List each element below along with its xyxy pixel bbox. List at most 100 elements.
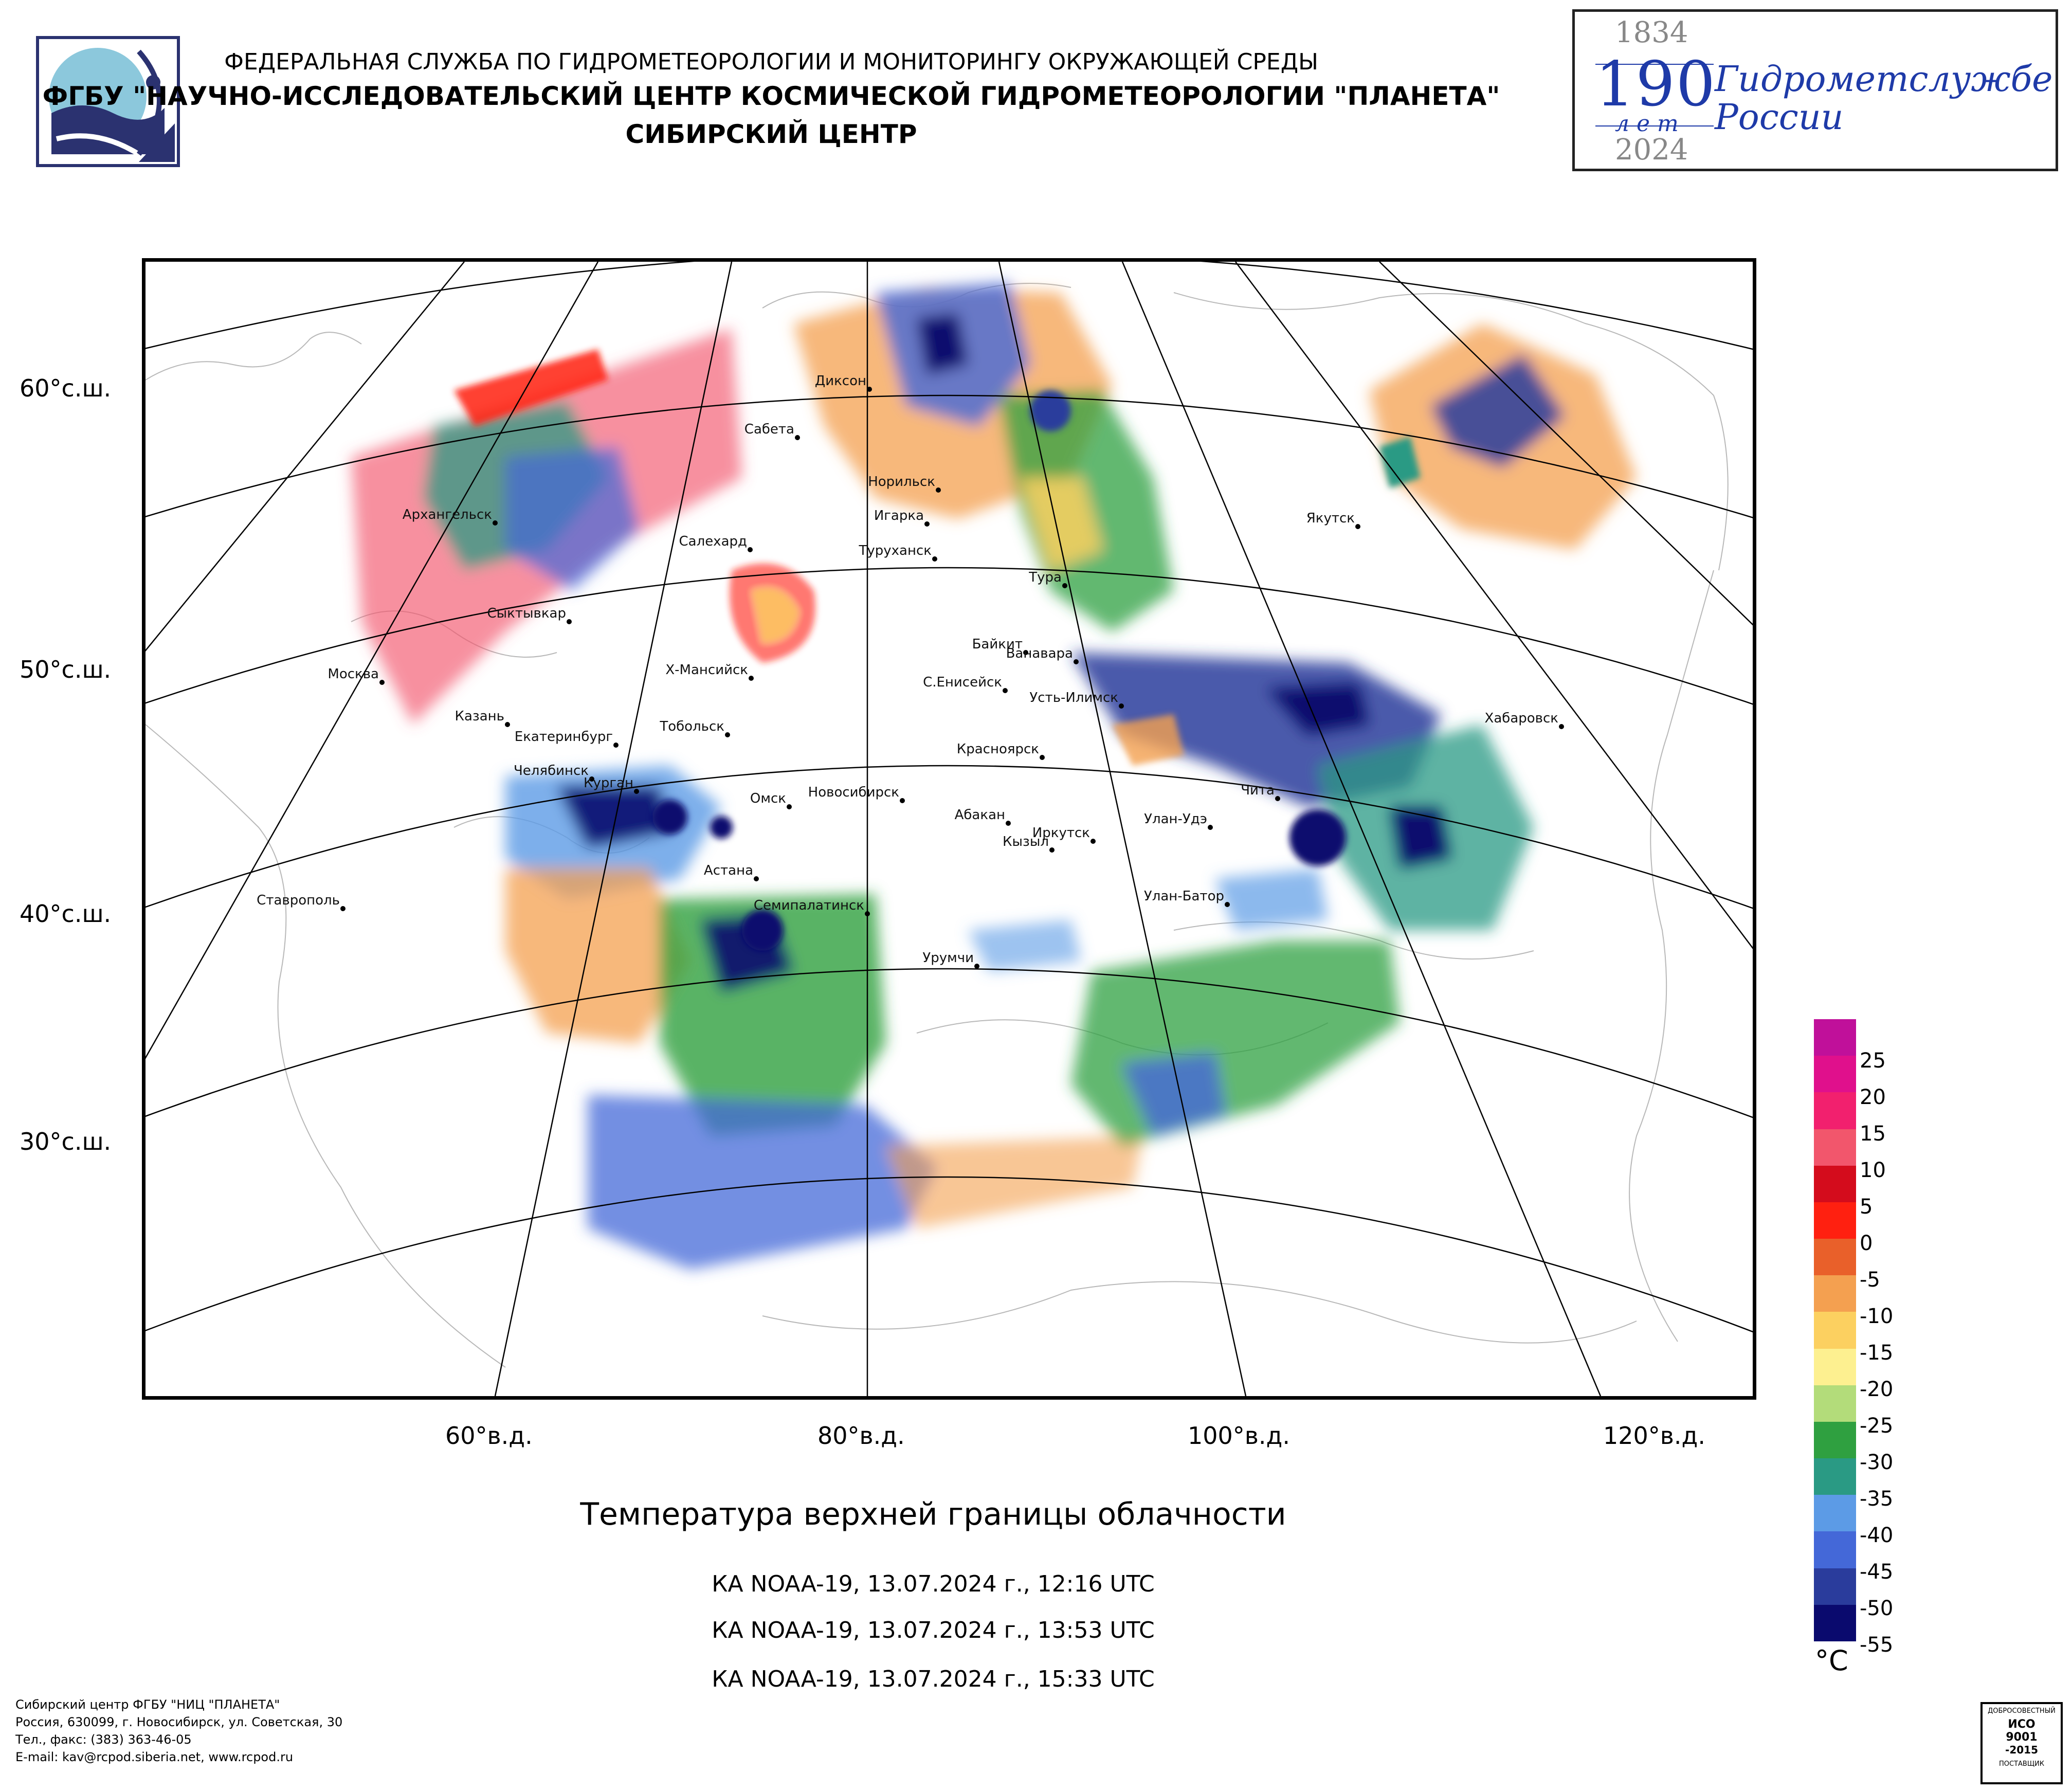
city-dot — [1006, 821, 1011, 826]
city-marker: Москва — [328, 666, 385, 685]
city-dot — [900, 798, 905, 803]
lat-label-60: 60°с.ш. — [20, 374, 112, 402]
city-dot — [379, 680, 385, 685]
city-label: Ванавара — [1006, 646, 1073, 661]
city-label: Иркутск — [1032, 825, 1090, 841]
lon-label-60: 60°в.д. — [445, 1422, 533, 1450]
anniversary-name: Гидрометслужбе России — [1715, 61, 2052, 137]
city-marker: Абакан — [955, 807, 1011, 826]
anniversary-unit: лет — [1615, 111, 1686, 137]
footer: Сибирский центр ФГБУ "НИЦ "ПЛАНЕТА" Росс… — [15, 1696, 342, 1766]
city-dot — [725, 732, 730, 737]
city-label: Ставрополь — [257, 893, 340, 908]
city-dot — [493, 520, 498, 526]
lat-label-30: 30°с.ш. — [20, 1128, 112, 1155]
city-label: Байкит — [972, 637, 1023, 652]
map-title: Температура верхней границы облачности — [580, 1496, 1286, 1532]
map-area: Диксон Сабета Норильск Игарка Архангельск Сал… — [142, 258, 1756, 1400]
city-label: Усть-Илимск — [1029, 690, 1118, 705]
city-label: Чита — [1241, 783, 1275, 798]
city-label: Абакан — [955, 807, 1005, 823]
graticule — [146, 262, 1753, 1396]
footer-line1: Сибирский центр ФГБУ "НИЦ "ПЛАНЕТА" — [15, 1697, 280, 1712]
cloud-temperature-map: Диксон Сабета Норильск Игарка Архангельск Сал… — [146, 262, 1753, 1396]
legend-tick-label: -40 — [1860, 1524, 1894, 1547]
city-marker: Х-Мансийск — [665, 662, 754, 681]
city-dot — [1062, 583, 1067, 588]
city-label: Х-Мансийск — [665, 662, 748, 678]
legend-unit: °C — [1815, 1644, 1848, 1677]
city-marker: Ставрополь — [257, 893, 346, 911]
city-label: Урумчи — [922, 950, 974, 966]
city-marker: Сыктывкар — [487, 606, 572, 624]
city-marker: Салехард — [679, 534, 753, 552]
city-label: Туруханск — [859, 543, 932, 558]
legend-tick-label: -35 — [1860, 1487, 1894, 1511]
lon-label-120: 120°в.д. — [1603, 1422, 1705, 1450]
pass-2: КА NOAA-19, 13.07.2024 г., 13:53 UTC — [712, 1617, 1155, 1643]
city-dot — [1355, 524, 1360, 529]
city-dot — [505, 722, 510, 727]
city-label: Семипалатинск — [754, 898, 864, 913]
city-marker: Ванавара — [1006, 646, 1079, 664]
city-marker: Новосибирск — [808, 785, 905, 803]
lat-label-40: 40°с.ш. — [20, 900, 112, 928]
lat-label-50: 50°с.ш. — [20, 656, 112, 683]
legend-tick-label: -5 — [1860, 1268, 1880, 1292]
city-layer: Диксон Сабета Норильск Игарка Архангельск Сал… — [257, 373, 1564, 969]
city-dot — [1559, 724, 1564, 729]
legend-tick-label: 25 — [1860, 1049, 1886, 1073]
city-marker: Омск — [750, 791, 792, 809]
city-label: Сыктывкар — [487, 606, 566, 621]
city-dot — [1049, 847, 1055, 853]
city-marker: Архангельск — [403, 507, 498, 526]
legend-swatch — [1814, 1531, 1856, 1568]
city-marker: Екатеринбург — [515, 729, 619, 748]
anniversary-year-end: 2024 — [1615, 133, 1688, 167]
city-dot — [1208, 825, 1213, 830]
lon-label-100: 100°в.д. — [1188, 1422, 1290, 1450]
city-dot — [1119, 703, 1124, 709]
anniversary-year-start: 1834 — [1615, 16, 1688, 49]
city-label: Красноярск — [957, 741, 1039, 757]
city-label: Улан-Удэ — [1144, 811, 1207, 827]
legend-swatch — [1814, 1385, 1856, 1422]
legend-swatch — [1814, 1165, 1856, 1202]
city-label: Челябинск — [514, 763, 589, 779]
city-marker: Сабета — [744, 422, 800, 440]
anniversary-name-line1: Гидрометслужбе — [1715, 59, 2053, 100]
cloud-detail — [454, 349, 1421, 951]
legend-swatch — [1814, 1092, 1856, 1129]
footer-line3: Тел., факс: (383) 363-46-05 — [15, 1732, 192, 1747]
legend-tick-label: -45 — [1860, 1560, 1894, 1584]
city-label: Новосибирск — [808, 785, 899, 800]
city-marker: Норильск — [868, 474, 941, 493]
legend-tick-label: -55 — [1860, 1633, 1894, 1657]
city-dot — [613, 743, 619, 748]
city-dot — [795, 435, 800, 440]
legend-tick-label: -30 — [1860, 1451, 1894, 1474]
legend-tick-label: 15 — [1860, 1122, 1886, 1146]
city-dot — [1225, 902, 1230, 907]
city-dot — [634, 789, 639, 794]
city-label: Якутск — [1306, 511, 1355, 526]
legend-tick-label: -50 — [1860, 1597, 1894, 1620]
certificate-bottom: ПОСТАВЩИК — [1998, 1760, 2044, 1768]
city-label: Игарка — [874, 508, 924, 523]
city-marker: Чита — [1241, 783, 1280, 801]
certificate-line2: 9001 — [2006, 1731, 2038, 1744]
city-dot — [748, 547, 753, 552]
city-marker: Кызыл — [1003, 834, 1055, 853]
legend-swatch — [1814, 1275, 1856, 1312]
city-label: Екатеринбург — [515, 729, 613, 745]
city-label: Норильск — [868, 474, 935, 490]
city-marker: С.Енисейск — [923, 675, 1008, 693]
city-label: Курган — [584, 775, 633, 791]
certificate-top: ДОБРОСОВЕСТНЫЙ — [1988, 1707, 2056, 1715]
color-legend — [1814, 1019, 1856, 1641]
legend-swatch — [1814, 1239, 1856, 1276]
footer-line4: E-mail: kav@rcpod.siberia.net, www.rcpod… — [15, 1750, 294, 1764]
city-label: Сабета — [744, 422, 794, 437]
legend-bar — [1814, 1019, 1856, 1641]
city-marker: Хабаровск — [1485, 711, 1564, 729]
